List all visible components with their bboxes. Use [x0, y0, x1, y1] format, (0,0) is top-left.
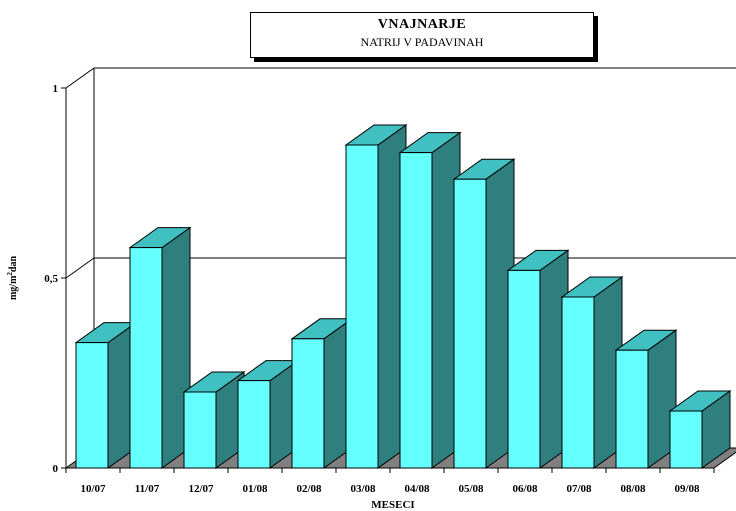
y-axis-label: mg/m2dan: [6, 256, 19, 301]
bar: [290, 317, 354, 469]
x-tick-label: 08/08: [620, 483, 646, 495]
bar: [452, 158, 516, 469]
bar: [506, 249, 570, 469]
x-tick-label: 03/08: [350, 483, 376, 495]
x-tick-label: 07/08: [566, 483, 592, 495]
bar-front: [345, 144, 379, 469]
bar-front: [615, 349, 649, 469]
bar-front: [183, 391, 217, 469]
bar: [236, 359, 300, 469]
x-tick-label: 02/08: [296, 483, 322, 495]
bar-front: [507, 269, 541, 469]
bar: [182, 371, 246, 469]
x-tick-label: 10/07: [80, 483, 106, 495]
gridline-depth: [65, 257, 95, 279]
y-tick-label: 0: [53, 463, 59, 475]
bar-front: [561, 296, 595, 469]
bar: [668, 390, 732, 469]
chart-labels: 10/07 11/07 12/07 01/08 02/08 03/08 04/08 05/08…: [65, 468, 715, 495]
bar-front: [129, 247, 163, 469]
x-tick-label: 05/08: [458, 483, 484, 495]
x-tick-label: 06/08: [512, 483, 538, 495]
bar-front: [669, 410, 703, 469]
bar-front: [75, 342, 109, 469]
bar: [128, 226, 192, 469]
bar-front: [237, 380, 271, 469]
bar-front: [453, 178, 487, 469]
chart-title: VNAJNARJE: [377, 17, 467, 32]
chart-subtitle: NATRIJ V PADAVINAH: [360, 35, 484, 49]
y-tick-label: 0,5: [44, 273, 58, 285]
bar: [560, 276, 624, 469]
bar: [614, 329, 678, 469]
x-tick-label: 09/08: [674, 483, 700, 495]
chart-title-box: VNAJNARJE NATRIJ V PADAVINAH: [250, 12, 594, 58]
bar-front: [399, 152, 433, 469]
gridline-depth: [65, 67, 95, 89]
x-tick-label: 01/08: [242, 483, 268, 495]
y-tick-label: 1: [53, 83, 59, 95]
x-tick-label: 04/08: [404, 483, 430, 495]
bar: [74, 321, 138, 469]
bar-front: [291, 338, 325, 469]
x-tick-label: 11/07: [135, 483, 160, 495]
chart-bars: [74, 124, 732, 469]
bar: [344, 124, 408, 469]
x-tick-label: 12/07: [188, 483, 214, 495]
x-axis-label: MESECI: [371, 499, 414, 511]
bar: [398, 131, 462, 469]
